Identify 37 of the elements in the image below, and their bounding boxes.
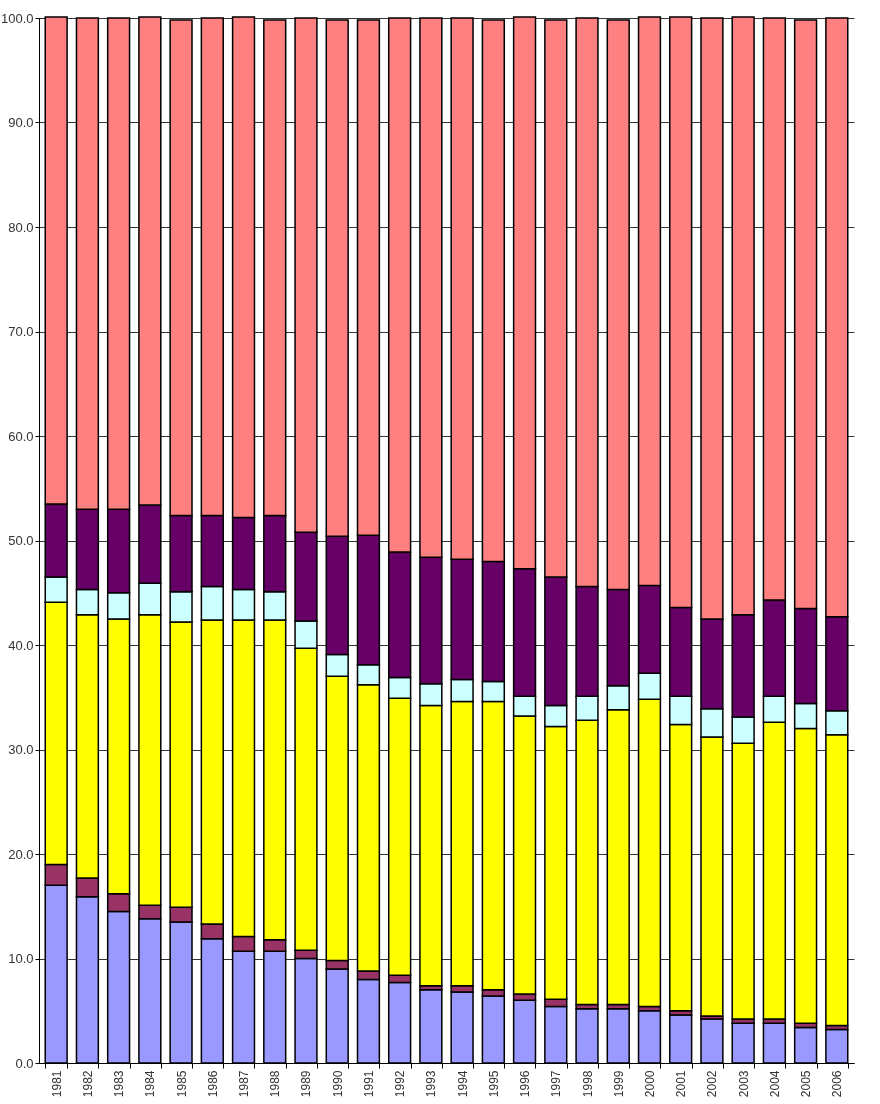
x-tick-label: 1990	[330, 1070, 345, 1098]
x-tick-label: 2006	[830, 1070, 845, 1098]
y-tick-label: 70.0	[8, 324, 34, 339]
x-tick-label: 1999	[611, 1070, 626, 1098]
x-tick-label: 1988	[268, 1070, 283, 1098]
y-tick-label: 0.0	[15, 1055, 34, 1071]
x-tick-label: 1991	[361, 1070, 376, 1098]
x-tick-label: 2001	[674, 1070, 689, 1098]
x-tick-label: 1985	[174, 1070, 189, 1098]
x-tick-label: 1989	[299, 1070, 314, 1098]
x-tick-label: 1995	[486, 1070, 501, 1098]
y-tick-label: 60.0	[8, 428, 34, 444]
x-tick-label: 1998	[580, 1070, 595, 1098]
x-tick-label: 1997	[549, 1070, 564, 1098]
y-tick-label: 20.0	[8, 846, 34, 862]
x-tick-label: 1994	[455, 1070, 470, 1098]
y-tick-label: 80.0	[8, 219, 34, 235]
x-tick-label: 1986	[205, 1070, 220, 1098]
x-tick-label: 2005	[799, 1070, 814, 1098]
x-tick-label: 1996	[518, 1070, 533, 1098]
x-tick-label: 2003	[736, 1070, 751, 1098]
y-tick-label: 40.0	[8, 637, 34, 653]
y-tick-label: 30.0	[8, 742, 34, 757]
x-tick-label: 1982	[80, 1070, 95, 1098]
x-tick-label: 2004	[767, 1070, 782, 1098]
x-tick-label: 2000	[642, 1070, 657, 1098]
x-tick-label: 1993	[424, 1070, 439, 1098]
y-tick-label: 90.0	[8, 115, 34, 130]
y-tick-label: 50.0	[8, 533, 34, 548]
x-tick-label: 1984	[143, 1070, 158, 1098]
x-tick-label: 1981	[49, 1070, 64, 1098]
x-tick-label: 1992	[393, 1070, 408, 1098]
y-tick-label: 10.0	[8, 951, 34, 966]
x-tick-label: 1983	[112, 1070, 127, 1098]
y-tick-label: 100.0	[0, 10, 34, 26]
x-tick-label: 1987	[237, 1070, 252, 1098]
x-tick-label: 2002	[705, 1070, 720, 1098]
